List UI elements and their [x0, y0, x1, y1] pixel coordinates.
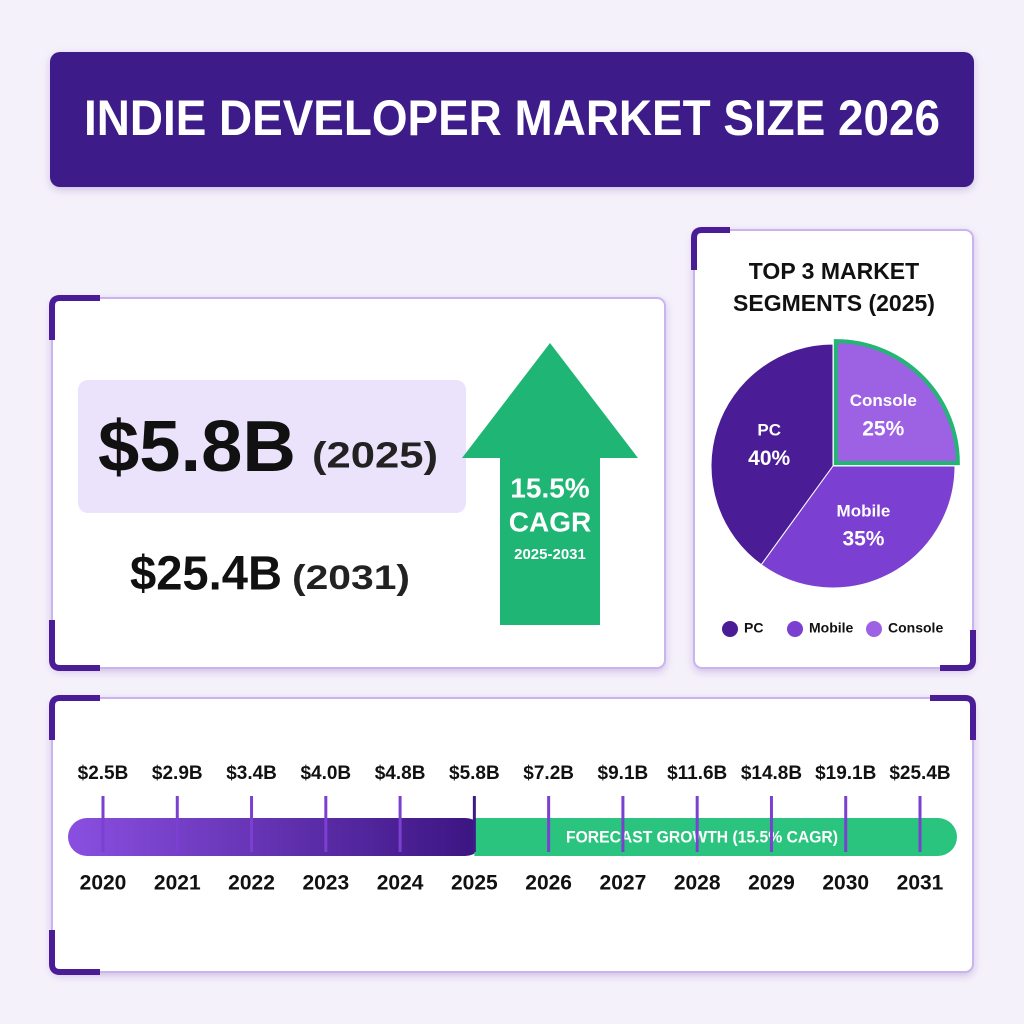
- slice-label: PC: [757, 421, 781, 440]
- pie-slice: [833, 339, 960, 466]
- year-label: 2028: [674, 872, 721, 895]
- year-label: 2023: [302, 872, 349, 895]
- value-label: $4.0B: [300, 763, 351, 784]
- slice-value: 35%: [842, 527, 884, 550]
- year-label: 2024: [377, 872, 424, 895]
- value-label: $14.8B: [741, 763, 802, 784]
- kpi-highlight: [78, 380, 466, 513]
- forecast-bar-join: [474, 818, 495, 856]
- year-label: 2029: [748, 872, 795, 895]
- legend-swatch: [787, 621, 803, 637]
- forecast-bar: [474, 818, 957, 856]
- corner-accent: [940, 630, 976, 671]
- year-label: 2022: [228, 872, 275, 895]
- legend-swatch: [722, 621, 738, 637]
- value-label: $7.2B: [523, 763, 574, 784]
- value-label: $2.9B: [152, 763, 203, 784]
- pie-title: TOP 3 MARKET SEGMENTS (2025): [733, 258, 935, 316]
- corner-accent: [49, 930, 100, 975]
- legend-label: PC: [744, 620, 763, 636]
- slice-label: Console: [850, 391, 917, 410]
- value-label: $5.8B: [449, 763, 500, 784]
- pie-slice: [710, 343, 834, 566]
- current-year: (2025): [312, 435, 438, 476]
- legend-label: Mobile: [809, 620, 854, 636]
- value-label: $2.5B: [78, 763, 129, 784]
- growth-label: CAGR: [509, 506, 591, 537]
- corner-accent: [49, 620, 100, 671]
- slice-value: 25%: [862, 417, 904, 440]
- year-label: 2021: [154, 872, 201, 895]
- corner-accent: [691, 227, 730, 270]
- title-banner: [50, 52, 974, 187]
- forecast-year: (2031): [292, 559, 410, 597]
- forecast-value: $25.4B: [130, 548, 282, 601]
- value-label: $3.4B: [226, 763, 277, 784]
- title: INDIE DEVELOPER MARKET SIZE 2026: [84, 90, 940, 146]
- corner-accent: [930, 695, 976, 740]
- slice-label: Mobile: [837, 501, 891, 520]
- year-label: 2020: [80, 872, 127, 895]
- year-label: 2025: [451, 872, 498, 895]
- forecast-label: FORECAST GROWTH (15.5% CAGR): [566, 827, 838, 846]
- value-label: $19.1B: [815, 763, 876, 784]
- growth-arrow: [462, 343, 638, 625]
- pie-title-box: TOP 3 MARKET SEGMENTS (2025): [733, 258, 935, 316]
- slice-value: 40%: [748, 447, 790, 470]
- corner-accent: [49, 295, 100, 340]
- pie-slice: [760, 465, 956, 589]
- year-label: 2031: [897, 872, 944, 895]
- year-label: 2026: [525, 872, 572, 895]
- value-label: $4.8B: [375, 763, 426, 784]
- year-label: 2030: [822, 872, 869, 895]
- current-value: $5.8B: [98, 407, 296, 487]
- value-label: $11.6B: [667, 763, 727, 784]
- corner-accent: [49, 695, 100, 740]
- growth-rate: 15.5%: [510, 472, 589, 503]
- growth-period: 2025-2031: [514, 546, 586, 563]
- legend-swatch: [866, 621, 882, 637]
- history-bar: [68, 818, 485, 856]
- value-label: $25.4B: [889, 763, 950, 784]
- value-label: $9.1B: [598, 763, 649, 784]
- year-label: 2027: [600, 872, 647, 895]
- legend-label: Console: [888, 620, 943, 636]
